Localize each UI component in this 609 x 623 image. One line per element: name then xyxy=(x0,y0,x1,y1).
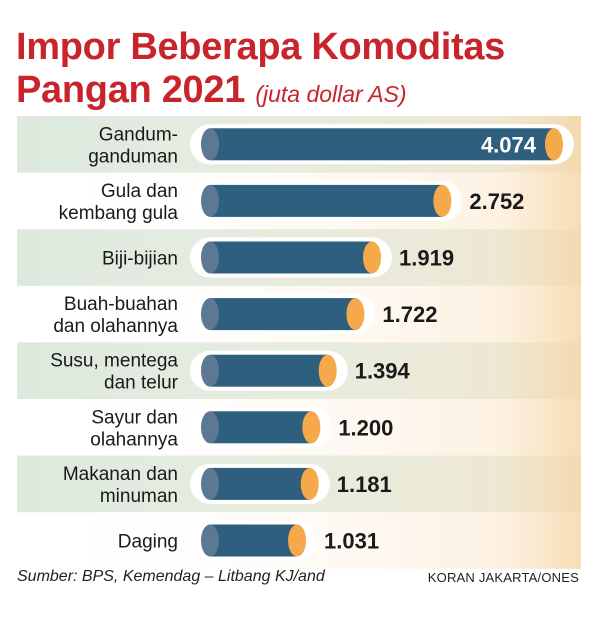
title-line-2: Pangan 2021 (juta dollar AS) xyxy=(16,69,505,116)
category-label: Biji-bijian xyxy=(102,249,178,270)
bar-end-cap xyxy=(302,411,321,444)
bar-end-cap xyxy=(346,298,365,331)
source-note: Sumber: BPS, Kemendag – Litbang KJ/and xyxy=(17,568,325,585)
category-label: Makanan dan xyxy=(63,464,178,485)
chart-title: Impor Beberapa Komoditas Pangan 2021 (ju… xyxy=(16,26,505,116)
bar-end-cap xyxy=(300,467,319,500)
bar-end-cap xyxy=(318,354,337,387)
category-label: dan telur xyxy=(104,373,179,394)
category-label: Sayur dan xyxy=(91,407,178,428)
value-label: 1.722 xyxy=(382,302,437,327)
bar xyxy=(210,184,443,217)
bar-end-cap xyxy=(433,184,452,217)
bar xyxy=(210,411,312,444)
bar-end-cap xyxy=(363,241,382,274)
category-label: Susu, mentega xyxy=(50,351,178,372)
bar-start-cap xyxy=(201,467,219,500)
bar-start-cap xyxy=(201,298,219,331)
value-label: 1.181 xyxy=(337,472,392,497)
value-label: 1.031 xyxy=(324,529,379,554)
category-label: kembang gula xyxy=(59,203,179,224)
category-label: Buah-buahan xyxy=(64,294,178,315)
bar xyxy=(210,467,310,500)
credit-note: KORAN JAKARTA/ONES xyxy=(427,570,579,585)
bar-start-cap xyxy=(201,241,219,274)
bar-start-cap xyxy=(201,128,219,161)
bar xyxy=(210,354,328,387)
bar-start-cap xyxy=(201,411,219,444)
bar xyxy=(210,128,554,161)
category-label: minuman xyxy=(100,486,178,507)
category-label: dan olahannya xyxy=(53,316,178,337)
bar xyxy=(210,241,373,274)
category-label: ganduman xyxy=(88,146,178,167)
category-label: Gandum- xyxy=(99,124,178,145)
bar-end-cap xyxy=(288,524,307,557)
value-label: 1.200 xyxy=(338,415,393,440)
bar xyxy=(210,524,298,557)
value-label: 4.074 xyxy=(481,132,537,157)
bar-start-cap xyxy=(201,524,219,557)
category-label: Gula dan xyxy=(101,181,178,202)
unit-label: (juta dollar AS) xyxy=(255,81,407,107)
title-line-1: Impor Beberapa Komoditas xyxy=(16,26,506,68)
bar xyxy=(210,298,356,331)
value-label: 1.394 xyxy=(355,359,411,384)
title-line-2-text: Pangan 2021 xyxy=(16,69,246,111)
value-label: 2.752 xyxy=(469,189,524,214)
category-label: olahannya xyxy=(90,429,178,450)
bar-end-cap xyxy=(545,128,563,161)
value-label: 1.919 xyxy=(399,246,454,271)
category-label: Daging xyxy=(118,532,178,553)
bar-start-cap xyxy=(201,184,219,217)
bar-start-cap xyxy=(201,354,219,387)
